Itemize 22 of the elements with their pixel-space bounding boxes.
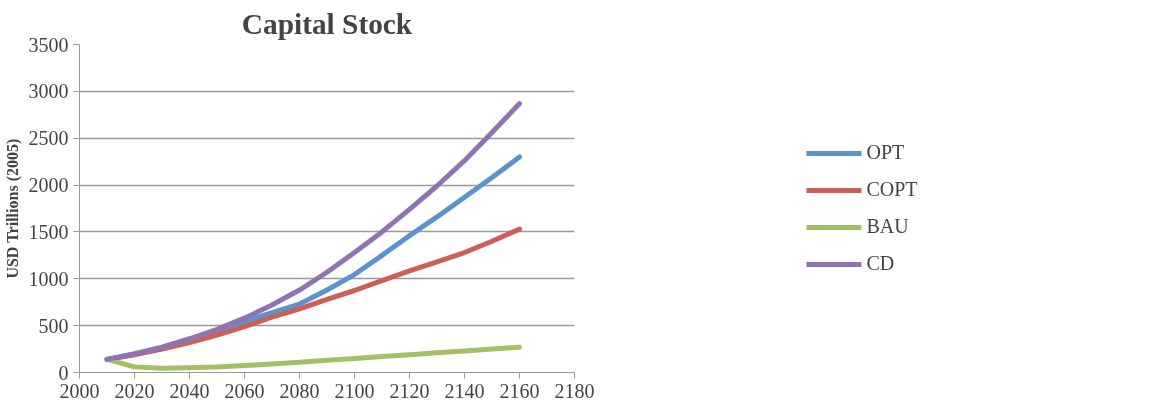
x-tick-label: 2120 (389, 379, 430, 402)
x-tick-label: 2140 (444, 379, 485, 402)
chart-title: Capital Stock (241, 7, 413, 40)
y-tick-label: 2000 (28, 174, 69, 197)
x-tick-label: 2160 (499, 379, 540, 402)
legend-label: CD (866, 252, 895, 275)
x-tick-label: 2180 (554, 379, 595, 402)
x-tick-label: 2040 (169, 379, 210, 402)
y-tick-label: 500 (38, 314, 69, 337)
x-tick-label: 2080 (279, 379, 320, 402)
x-tick-label: 2020 (114, 379, 155, 402)
legend-label: BAU (866, 215, 909, 238)
legend-label: COPT (866, 178, 918, 201)
x-tick-label: 2060 (224, 379, 265, 402)
y-axis-title: USD Trillions (2005) (3, 138, 22, 279)
legend-label: OPT (866, 141, 905, 164)
y-tick-label: 1000 (28, 267, 69, 290)
x-tick-label: 2100 (334, 379, 375, 402)
y-tick-label: 3000 (28, 80, 69, 103)
y-tick-label: 3500 (28, 33, 69, 56)
y-tick-label: 1500 (28, 220, 69, 243)
y-tick-label: 2500 (28, 127, 69, 150)
